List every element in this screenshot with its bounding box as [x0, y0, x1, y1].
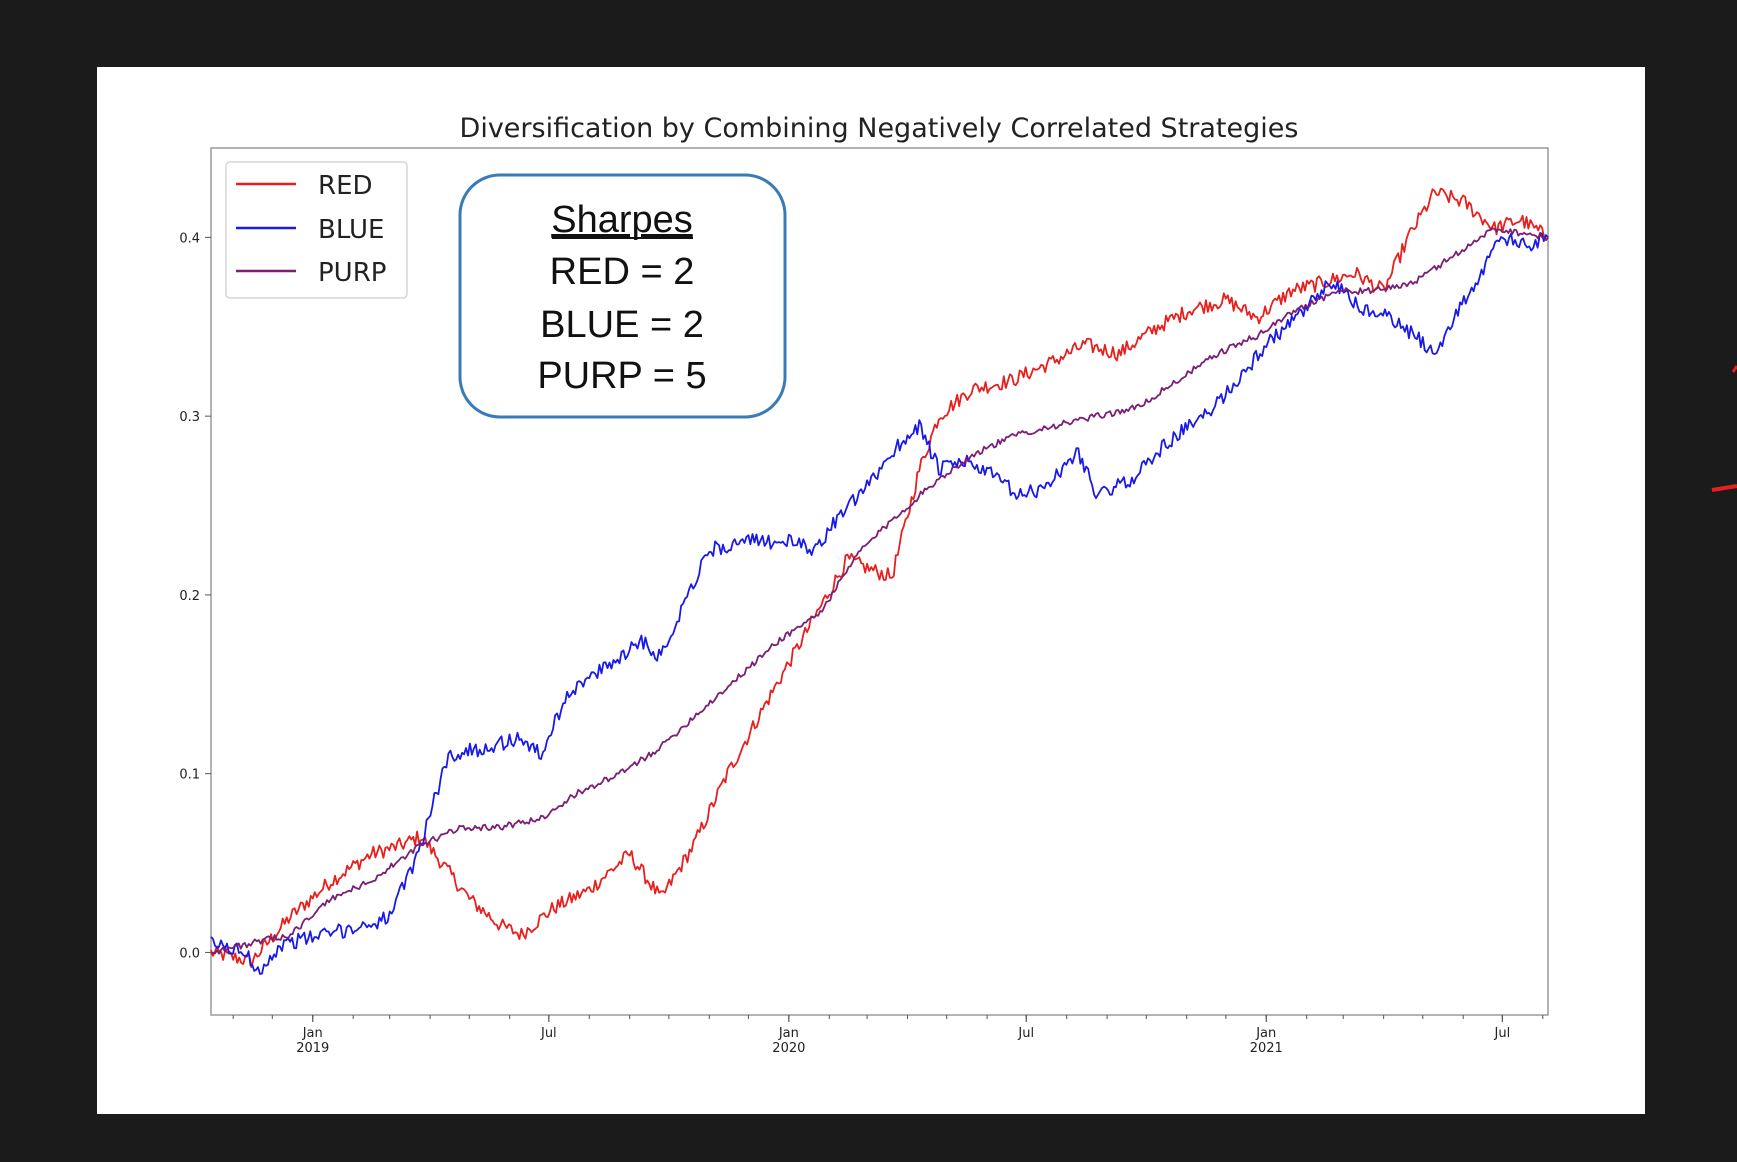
x-tick-label: Jan: [302, 1026, 323, 1041]
plot-area: Diversification by Combining Negatively …: [179, 113, 1549, 1056]
y-tick-label: 0.1: [179, 768, 200, 783]
pen-marks: [1711, 365, 1737, 492]
legend-box: [225, 161, 408, 299]
legend: RED BLUE PURP: [225, 161, 408, 299]
x-tick-label: Jan: [778, 1026, 799, 1041]
series-lines: [210, 187, 1549, 975]
x-tick-label: Jul: [540, 1026, 557, 1041]
x-tick-label: Jan: [1255, 1026, 1276, 1041]
y-axis: 0.0 0.1 0.2 0.3 0.4: [179, 231, 211, 961]
legend-label-purp: PURP: [318, 258, 386, 288]
x-tick-year-label: 2019: [296, 1041, 329, 1056]
sharpes-line-blue: BLUE = 2: [540, 304, 704, 346]
y-tick-label: 0.4: [179, 231, 200, 246]
y-tick-label: 0.0: [179, 946, 200, 961]
series-line-purp: [210, 227, 1549, 955]
series-line-blue: [210, 232, 1549, 975]
y-tick-label: 0.3: [179, 410, 200, 425]
sharpes-line-red: RED = 2: [550, 251, 695, 293]
sharpes-annotation: Sharpes RED = 2 BLUE = 2 PURP = 5: [458, 173, 787, 419]
legend-label-blue: BLUE: [318, 215, 385, 245]
x-tick-year-label: 2020: [772, 1041, 805, 1056]
chart-title: Diversification by Combining Negatively …: [460, 113, 1299, 144]
legend-label-red: RED: [318, 171, 373, 201]
x-tick-label: Jul: [1494, 1026, 1511, 1041]
x-tick-label: Jul: [1017, 1026, 1034, 1041]
x-tick-year-label: 2021: [1250, 1041, 1283, 1056]
y-tick-label: 0.2: [179, 589, 200, 604]
plot-frame: [210, 147, 1549, 1016]
pen-mark-lower: [1711, 484, 1737, 492]
sharpes-box-frame: [458, 173, 787, 419]
sharpes-heading: Sharpes: [551, 199, 693, 241]
pen-mark-upper: [1731, 365, 1737, 373]
sharpes-line-purp: PURP = 5: [537, 355, 706, 397]
